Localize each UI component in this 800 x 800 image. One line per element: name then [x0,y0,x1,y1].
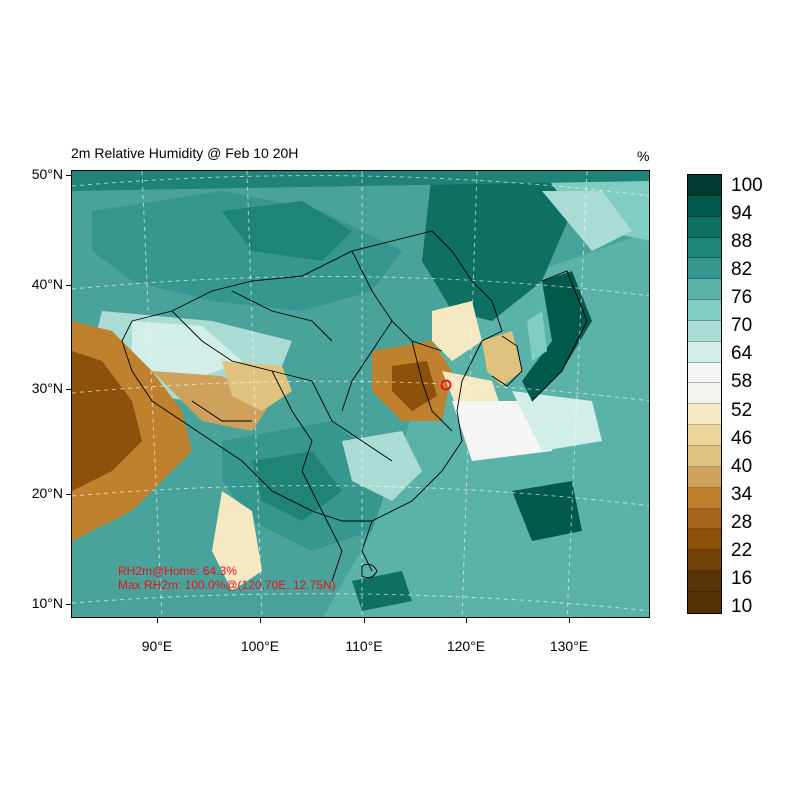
max-annotation: Max RH2m: 100.0%@(120.70E, 12.75N) [118,578,336,592]
legend-swatch [688,445,721,467]
legend-label: 76 [731,287,753,309]
lon-label-110e: 110°E [345,638,383,654]
legend-swatch [688,341,721,363]
legend-swatch [688,320,721,342]
legend-label: 10 [731,596,753,617]
legend-swatch [688,300,721,321]
legend-swatch [688,550,721,572]
legend-label: 34 [731,483,753,505]
lat-label-50n: 50°N [31,166,63,182]
legend-swatch [688,487,721,509]
map-title: 2m Relative Humidity @ Feb 10 20H [71,145,299,161]
lon-label-130e: 130°E [549,638,589,654]
legend-swatch [688,425,721,446]
legend-label: 88 [731,231,753,253]
legend-label: 28 [731,511,753,533]
legend-swatch [688,508,721,530]
legend-swatch [688,279,721,301]
legend-swatch [688,383,721,405]
lat-label-10n: 10°N [31,595,63,611]
legend-label: 52 [731,399,753,421]
legend-label: 70 [731,315,753,337]
legend-swatch [688,571,721,592]
lat-label-20n: 20°N [31,485,63,501]
unit-label: % [637,148,650,164]
legend-swatch [688,237,721,259]
lon-label-100e: 100°E [240,638,280,654]
legend-label: 58 [731,371,753,393]
legend-swatch [688,258,721,280]
legend-swatch [688,362,721,384]
legend-label: 22 [731,539,753,561]
lat-label-40n: 40°N [31,276,63,292]
color-legend [687,174,722,614]
legend-swatch [688,216,721,238]
lat-label-30n: 30°N [31,380,63,396]
legend-label: 94 [731,203,753,225]
legend-label: 40 [731,455,753,477]
humidity-map [71,170,650,618]
legend-swatch [688,175,721,196]
lon-label-90e: 90°E [141,638,173,654]
legend-swatch [688,529,721,551]
legend-swatch [688,404,721,426]
legend-swatch [688,466,721,488]
home-annotation: RH2m@Home: 64.3% [118,564,237,578]
legend-swatch [688,591,721,613]
home-marker [440,379,452,391]
legend-label: 100 [731,175,763,196]
lon-label-120e: 120°E [446,638,486,654]
legend-label: 16 [731,567,753,589]
legend-swatch [688,195,721,217]
legend-label: 82 [731,259,753,281]
legend-label: 64 [731,343,753,365]
legend-label: 46 [731,427,753,449]
